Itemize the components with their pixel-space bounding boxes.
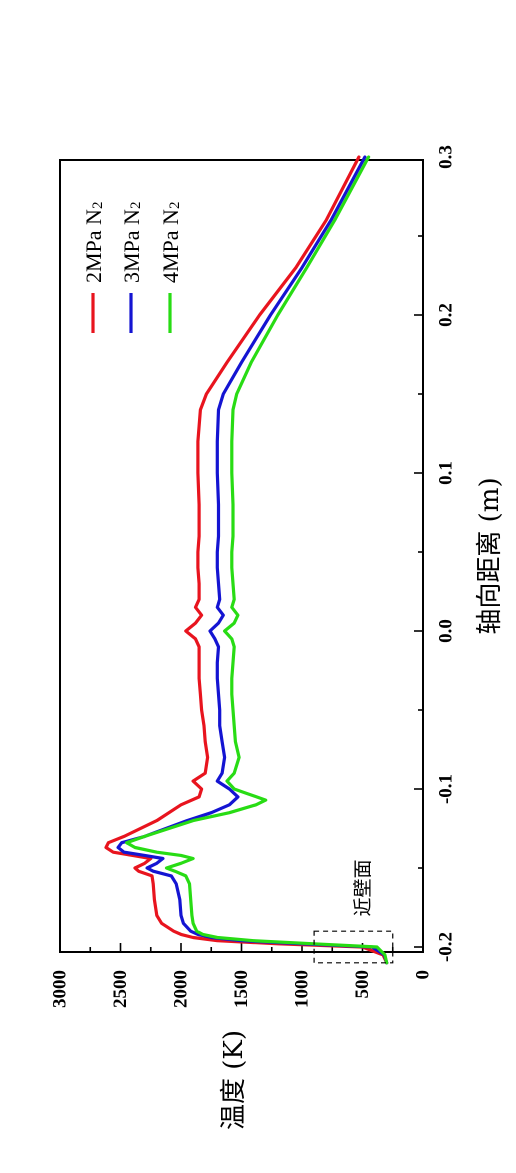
x-tick-label: 0.2 bbox=[436, 303, 457, 327]
series-line-1 bbox=[104, 155, 389, 965]
x-tick-label: -0.2 bbox=[436, 932, 457, 962]
legend-subscript: 2 bbox=[90, 202, 106, 210]
legend-name: 3MPa N bbox=[119, 209, 144, 283]
series-lines bbox=[104, 155, 389, 965]
plot-frame bbox=[59, 159, 424, 953]
y-tick-label: 2000 bbox=[171, 970, 192, 1008]
legend-subscript: 2 bbox=[128, 202, 144, 210]
x-tick-label: 0.0 bbox=[436, 619, 457, 643]
x-axis-title: 轴向距离 (m) bbox=[475, 477, 505, 634]
y-axis-title: 温度 (K) bbox=[219, 1030, 249, 1130]
legend-label-3: 4MPa N2 bbox=[158, 202, 184, 283]
y-tick-label: 0 bbox=[413, 970, 434, 980]
series-line-3 bbox=[125, 155, 389, 965]
tick-labels: -0.2 -0.1 0.0 0.1 0.2 0.3 0 500 1000 1500 2000 2500… bbox=[50, 145, 457, 1008]
legend-label-1: 2MPa N2 bbox=[81, 202, 107, 283]
legend-label-2: 3MPa N2 bbox=[119, 202, 145, 283]
y-tick-label: 1500 bbox=[231, 970, 252, 1008]
near-wall-box bbox=[313, 930, 394, 964]
y-tick-label: 2500 bbox=[110, 970, 131, 1008]
legend-name: 2MPa N bbox=[81, 209, 106, 283]
y-tick-label: 1000 bbox=[292, 970, 313, 1008]
legend-subscript: 2 bbox=[167, 202, 183, 210]
y-tick-label: 500 bbox=[352, 970, 373, 999]
near-wall-label: 近壁面 bbox=[352, 859, 374, 916]
y-tick-label: 3000 bbox=[50, 970, 71, 1008]
x-tick-label: 0.3 bbox=[436, 145, 457, 169]
x-tick-label: 0.1 bbox=[436, 461, 457, 485]
series-line-2 bbox=[116, 155, 389, 965]
x-tick-label: -0.1 bbox=[436, 774, 457, 804]
legend-name: 4MPa N bbox=[158, 209, 183, 283]
